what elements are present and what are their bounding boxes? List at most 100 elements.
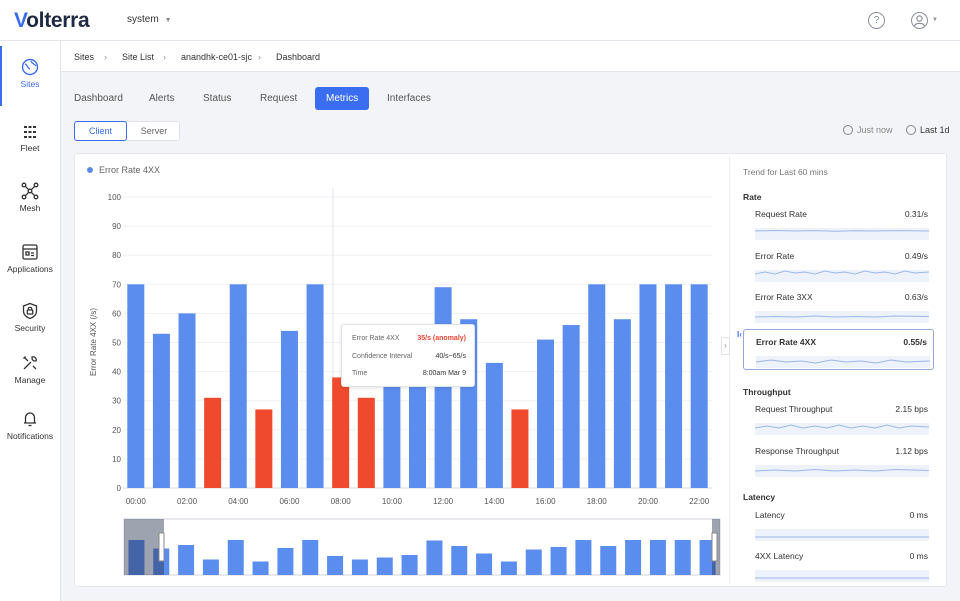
- x-tick-label: 04:00: [228, 497, 249, 506]
- client-server-toggle: Client Server: [74, 121, 180, 141]
- server-toggle-button[interactable]: Server: [140, 126, 168, 136]
- breadcrumb-sites[interactable]: Sites: [74, 52, 95, 62]
- user-avatar-icon[interactable]: [911, 12, 928, 29]
- sidebar-item-notifications[interactable]: Notifications: [0, 410, 60, 441]
- bar[interactable]: [306, 284, 324, 488]
- metric-name: 4XX Latency: [755, 551, 804, 561]
- breadcrumb-site-list[interactable]: Site List: [122, 52, 155, 62]
- anomaly-bar[interactable]: [511, 409, 529, 488]
- x-tick-label: 08:00: [331, 497, 352, 506]
- client-toggle-button[interactable]: Client: [74, 121, 127, 141]
- navigator-bar: [178, 545, 195, 575]
- bar[interactable]: [537, 339, 555, 488]
- navigator-right-handle[interactable]: [711, 532, 718, 562]
- tooltip-label: Error Rate 4XX: [352, 335, 400, 342]
- anomaly-bar[interactable]: [357, 397, 375, 488]
- help-icon[interactable]: ?: [868, 12, 885, 29]
- navigator-left-handle[interactable]: [158, 532, 165, 562]
- navigator-bar: [451, 546, 468, 575]
- metric-latency[interactable]: Latency 0 ms: [743, 503, 934, 544]
- metric-request-rate[interactable]: Request Rate 0.31/s: [743, 202, 934, 243]
- navigator-bar: [277, 548, 294, 575]
- sidebar-item-manage[interactable]: Manage: [0, 354, 60, 385]
- sidebar-item-applications[interactable]: Applications: [0, 243, 60, 274]
- tab-alerts[interactable]: Alerts: [149, 93, 175, 104]
- sparkline: [755, 311, 929, 323]
- navigator-bar: [128, 540, 145, 575]
- y-tick-label: 50: [112, 339, 121, 348]
- shield-icon: [22, 302, 38, 320]
- bar[interactable]: [665, 284, 683, 488]
- x-tick-label: 14:00: [484, 497, 505, 506]
- bar[interactable]: [409, 371, 426, 488]
- navigator-bar: [525, 549, 542, 575]
- bar[interactable]: [690, 284, 708, 488]
- logo-text: olterra: [26, 9, 90, 32]
- metric-name: Response Throughput: [755, 446, 839, 456]
- tab-request[interactable]: Request: [260, 93, 298, 104]
- tooltip-row: Confidence Interval 40/s~65/s: [352, 353, 466, 360]
- bar[interactable]: [588, 284, 606, 488]
- bar[interactable]: [127, 284, 145, 488]
- bar[interactable]: [383, 386, 401, 488]
- metric-4xx-latency[interactable]: 4XX Latency 0 ms: [743, 544, 934, 585]
- chart-legend[interactable]: Error Rate 4XX: [87, 165, 160, 175]
- bar[interactable]: [178, 313, 196, 488]
- namespace-selector[interactable]: system ▼: [127, 14, 172, 25]
- bar[interactable]: [434, 287, 452, 488]
- logo[interactable]: Volterra: [14, 9, 90, 33]
- anomaly-bar[interactable]: [332, 377, 350, 488]
- sidebar-item-sites[interactable]: Sites: [0, 46, 60, 106]
- metric-response-throughput[interactable]: Response Throughput 1.12 bps: [743, 439, 934, 480]
- x-tick-label: 20:00: [638, 497, 659, 506]
- tooltip-value: 35/s (anomaly): [417, 335, 466, 342]
- time-range-selector[interactable]: Last 1d: [906, 125, 950, 135]
- metric-error-rate[interactable]: Error Rate 0.49/s: [743, 244, 934, 285]
- time-range-label: Last 1d: [920, 125, 950, 135]
- breadcrumb-chevron-icon: ›: [163, 52, 166, 62]
- tab-dashboard[interactable]: Dashboard: [74, 93, 123, 104]
- collapse-panel-button[interactable]: ›: [721, 337, 730, 355]
- bar[interactable]: [613, 319, 631, 488]
- bar[interactable]: [562, 325, 580, 488]
- globe-icon: [21, 58, 39, 76]
- sidebar-item-label: Fleet: [20, 143, 40, 153]
- tooltip-value: 8:00am Mar 9: [422, 370, 466, 377]
- anomaly-bar[interactable]: [204, 397, 222, 488]
- navigator-bar: [401, 555, 418, 575]
- metric-value: 0.63/s: [904, 292, 928, 302]
- x-tick-label: 00:00: [126, 497, 147, 506]
- sidebar-item-mesh[interactable]: Mesh: [0, 182, 60, 213]
- metric-error-rate-4xx[interactable]: Error Rate 4XX 0.55/s: [743, 329, 934, 370]
- fleet-icon: [24, 126, 36, 138]
- breadcrumb-chevron-icon: ›: [104, 52, 107, 62]
- tooltip-label: Time: [352, 370, 368, 377]
- bar[interactable]: [229, 284, 247, 488]
- metric-name: Error Rate 3XX: [755, 292, 813, 302]
- y-tick-label: 90: [112, 222, 121, 231]
- metric-value: 0 ms: [909, 551, 928, 561]
- user-chevron-down-icon[interactable]: ▼: [932, 17, 938, 23]
- bar[interactable]: [152, 333, 170, 488]
- legend-label: Error Rate 4XX: [99, 165, 161, 175]
- refresh-button[interactable]: Just now: [843, 125, 893, 135]
- bar[interactable]: [280, 330, 298, 488]
- navigator-bar: [376, 557, 393, 575]
- x-tick-label: 10:00: [382, 497, 403, 506]
- tab-interfaces[interactable]: Interfaces: [387, 93, 431, 104]
- metric-error-rate-3xx[interactable]: Error Rate 3XX 0.63/s: [743, 285, 934, 326]
- anomaly-bar[interactable]: [255, 409, 273, 488]
- tab-metrics[interactable]: Metrics: [315, 87, 370, 110]
- bar[interactable]: [639, 284, 657, 488]
- y-axis-label: Error Rate 4XX (/s): [89, 308, 98, 376]
- bar[interactable]: [485, 362, 503, 488]
- breadcrumb-site[interactable]: anandhk-ce01-sjc: [181, 52, 253, 62]
- metric-request-throughput[interactable]: Request Throughput 2.15 bps: [743, 397, 934, 438]
- sidebar-item-security[interactable]: Security: [0, 302, 60, 333]
- refresh-label: Just now: [857, 125, 893, 135]
- tab-status[interactable]: Status: [203, 93, 232, 104]
- metric-name: Request Throughput: [755, 404, 833, 414]
- y-tick-label: 60: [112, 309, 121, 318]
- pin-icon[interactable]: I‹: [737, 330, 742, 339]
- sidebar-item-fleet[interactable]: Fleet: [0, 124, 60, 153]
